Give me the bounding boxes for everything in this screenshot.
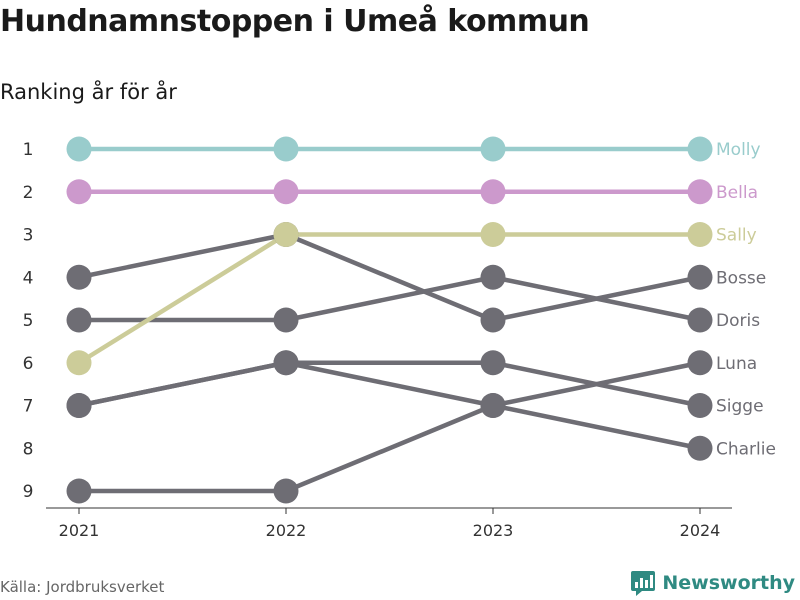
series-label-molly: Molly <box>716 140 761 160</box>
point-bosse-2021 <box>66 264 92 290</box>
x-tick-label-2024: 2024 <box>680 521 721 540</box>
point-doris-2024 <box>687 307 713 333</box>
point-charlie-2024 <box>687 435 713 461</box>
series-label-charlie: Charlie <box>716 439 776 459</box>
point-sally-2022 <box>273 222 299 247</box>
y-tick-label-7: 7 <box>23 397 34 417</box>
y-tick-label-9: 9 <box>23 482 34 502</box>
point-bella-2024 <box>687 179 713 205</box>
brand-name: Newsworthy <box>662 572 795 594</box>
point-charlie-2023 <box>480 393 506 418</box>
point-doris-2021 <box>66 307 92 333</box>
point-molly-2023 <box>480 136 506 162</box>
series-line-doris <box>76 275 703 323</box>
x-tick-label-2023: 2023 <box>473 521 514 540</box>
y-tick-label-1: 1 <box>23 140 34 160</box>
series-line-sally <box>76 232 703 365</box>
point-molly-2021 <box>66 136 92 162</box>
brand-logo: Newsworthy <box>630 569 795 597</box>
point-bella-2023 <box>480 179 506 205</box>
y-tick-label-5: 5 <box>23 311 34 331</box>
y-tick-label-2: 2 <box>23 183 34 203</box>
point-bosse-2024 <box>687 264 713 290</box>
point-luna-2024 <box>687 350 713 376</box>
series-label-doris: Doris <box>716 311 760 331</box>
y-tick-label-4: 4 <box>23 268 34 288</box>
point-luna-2022 <box>273 478 299 504</box>
point-sigge-2024 <box>687 393 713 418</box>
series-line-charlie <box>76 360 703 451</box>
y-tick-label-6: 6 <box>23 354 34 374</box>
y-tick-label-8: 8 <box>23 439 34 459</box>
source-note: Källa: Jordbruksverket <box>0 578 165 596</box>
x-tick-label-2021: 2021 <box>59 521 100 540</box>
chart-title: Hundnamnstoppen i Umeå kommun <box>0 4 590 39</box>
point-sally-2023 <box>480 222 506 247</box>
newsworthy-icon <box>631 571 656 596</box>
point-charlie-2021 <box>66 393 92 418</box>
point-sally-2021 <box>66 350 92 376</box>
point-doris-2023 <box>480 264 506 290</box>
x-tick-label-2022: 2022 <box>266 521 307 540</box>
point-molly-2022 <box>273 136 299 162</box>
point-charlie-2022 <box>273 350 299 376</box>
point-luna-2021 <box>66 478 92 504</box>
point-bella-2021 <box>66 179 92 205</box>
point-bella-2022 <box>273 179 299 205</box>
point-sally-2024 <box>687 222 713 247</box>
point-doris-2022 <box>273 307 299 333</box>
series-label-luna: Luna <box>716 354 757 374</box>
series-label-sally: Sally <box>716 226 757 246</box>
series-label-bella: Bella <box>716 183 758 203</box>
chart-subtitle: Ranking år för år <box>0 80 177 104</box>
series-label-bosse: Bosse <box>716 268 766 288</box>
y-tick-label-3: 3 <box>23 226 34 246</box>
point-bosse-2023 <box>480 307 506 333</box>
point-sigge-2023 <box>480 350 506 376</box>
series-label-sigge: Sigge <box>716 397 764 417</box>
point-molly-2024 <box>687 136 713 162</box>
